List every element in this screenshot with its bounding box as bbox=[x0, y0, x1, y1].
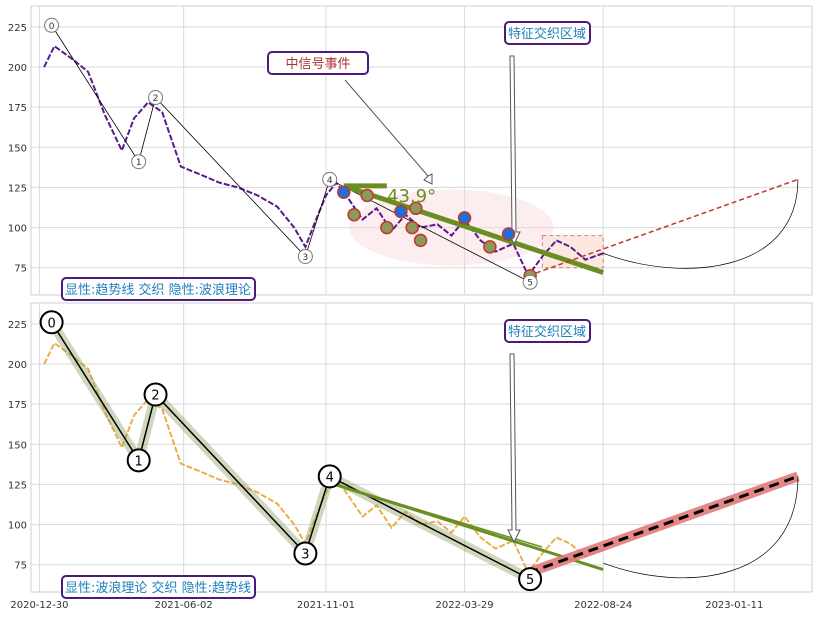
y-tick-label: 225 bbox=[8, 320, 27, 331]
wave-label-circle-top bbox=[148, 90, 164, 106]
wave-label-text-bottom: 1 bbox=[135, 454, 143, 469]
zone-badge-bottom bbox=[504, 319, 591, 343]
trendline-upper-bottom bbox=[329, 482, 543, 548]
mode-label-bottom: 显性:波浪理论 交织 隐性:趋势线 bbox=[65, 580, 251, 596]
event-highlight-ellipse bbox=[349, 189, 554, 266]
event-marker bbox=[394, 204, 408, 219]
x-tick-label: 2021-06-02 bbox=[155, 600, 213, 611]
wave-label-text-top: 5 bbox=[527, 279, 533, 289]
event-marker bbox=[347, 207, 361, 222]
zone-badge-top bbox=[504, 21, 591, 45]
y-tick-label: 200 bbox=[8, 63, 27, 74]
y-tick-label: 175 bbox=[8, 103, 27, 114]
wave-label-circle-top bbox=[131, 154, 147, 170]
trend-angle-label: 43.9° bbox=[387, 186, 436, 207]
zone-label-top: 特征交织区域 bbox=[508, 26, 586, 42]
y-tick-label: 225 bbox=[8, 23, 27, 34]
event-marker bbox=[405, 220, 419, 235]
zone-label-bottom: 特征交织区域 bbox=[508, 324, 586, 340]
y-tick-label: 125 bbox=[8, 480, 27, 491]
price-line-top bbox=[43, 44, 604, 278]
y-tick-label: 200 bbox=[8, 360, 27, 371]
wave-label-text-top: 0 bbox=[49, 22, 55, 32]
wave-label-text-top: 4 bbox=[327, 176, 333, 186]
wave-label-text-bottom: 4 bbox=[326, 470, 334, 485]
x-tick-label: 2022-08-24 bbox=[574, 600, 632, 611]
wave-label-text-top: 2 bbox=[153, 94, 159, 104]
event-badge bbox=[267, 51, 369, 75]
mode-badge-bottom bbox=[61, 575, 256, 599]
event-marker bbox=[413, 233, 428, 248]
curve-arrow-top bbox=[603, 179, 799, 269]
wave-label-circle-bottom bbox=[518, 567, 543, 592]
event-marker bbox=[380, 220, 394, 235]
event-marker bbox=[457, 211, 472, 225]
wave-label-circle-bottom bbox=[126, 448, 151, 473]
wave-label-circle-bottom bbox=[39, 310, 64, 335]
event-marker bbox=[360, 188, 374, 203]
trendline-top bbox=[342, 183, 604, 275]
mode-badge-top bbox=[61, 277, 256, 301]
wave-label-text-bottom: 0 bbox=[47, 316, 55, 331]
x-tick-label: 2023-01-11 bbox=[705, 600, 763, 611]
y-tick-label: 75 bbox=[14, 561, 27, 572]
event-marker bbox=[501, 227, 516, 241]
y-tick-label: 100 bbox=[8, 224, 27, 235]
y-tick-label: 175 bbox=[8, 400, 27, 411]
event-marker bbox=[409, 201, 423, 216]
wave-label-circle-top bbox=[522, 274, 538, 290]
event-label: 中信号事件 bbox=[285, 57, 350, 72]
wave-label-circle-bottom bbox=[317, 464, 342, 489]
wave-label-text-top: 3 bbox=[303, 253, 309, 263]
wave-label-text-bottom: 2 bbox=[151, 389, 159, 404]
x-tick-label: 2022-03-29 bbox=[436, 600, 494, 611]
event-marker bbox=[337, 185, 351, 199]
event-marker bbox=[483, 240, 497, 254]
wave-label-text-bottom: 3 bbox=[301, 547, 309, 562]
projection-band-bottom bbox=[526, 471, 800, 578]
y-tick-label: 150 bbox=[8, 440, 27, 451]
wave-label-circle-top bbox=[44, 17, 60, 33]
wave-label-text-top: 1 bbox=[136, 158, 142, 168]
wave-label-circle-bottom bbox=[143, 382, 168, 407]
wave-label-text-bottom: 5 bbox=[526, 573, 534, 588]
y-tick-label: 75 bbox=[14, 264, 27, 275]
bottom-panel bbox=[30, 302, 813, 593]
wave-label-circle-bottom bbox=[293, 541, 318, 566]
y-tick-label: 100 bbox=[8, 521, 27, 532]
wave-label-circle-top bbox=[297, 248, 313, 264]
mode-label-top: 显性:趋势线 交织 隐性:波浪理论 bbox=[65, 282, 251, 298]
wave-label-circle-top bbox=[322, 171, 338, 187]
y-tick-label: 150 bbox=[8, 143, 27, 154]
curve-arrow-bottom bbox=[603, 476, 799, 579]
y-tick-label: 125 bbox=[8, 183, 27, 194]
x-tick-label: 2020-12-30 bbox=[10, 600, 68, 611]
x-tick-label: 2021-11-01 bbox=[297, 600, 355, 611]
event-arrow bbox=[344, 79, 433, 185]
zone-arrow-bottom bbox=[507, 353, 521, 544]
